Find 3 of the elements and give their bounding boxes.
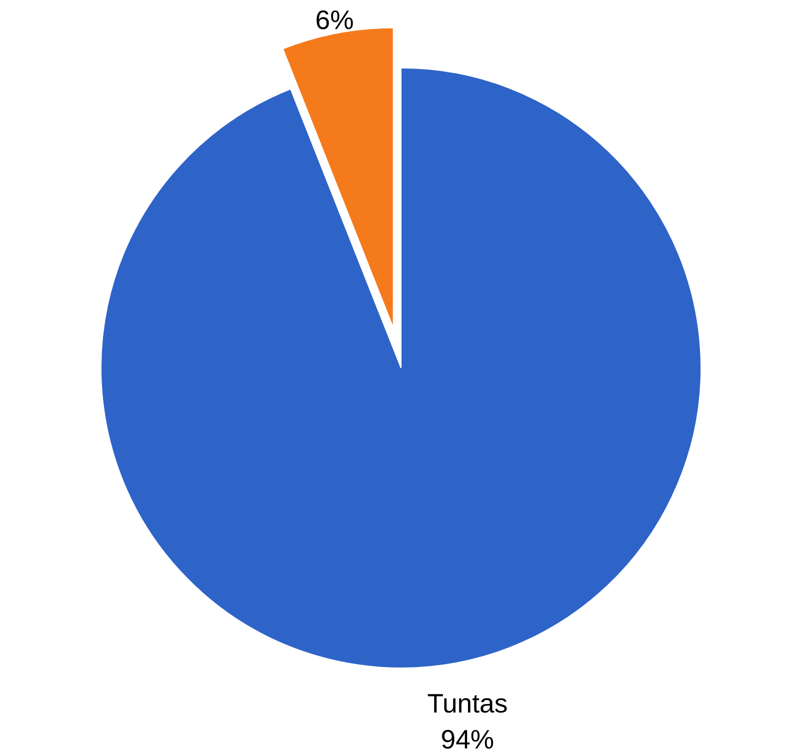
- slice-label: Tuntas: [427, 688, 508, 718]
- data-label: 6%: [315, 4, 354, 35]
- data-label: 94%: [440, 724, 494, 754]
